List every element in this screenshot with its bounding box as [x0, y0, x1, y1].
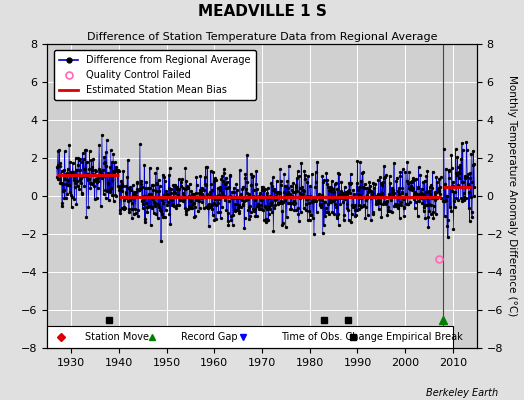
Text: Empirical Break: Empirical Break: [386, 332, 463, 342]
Text: Record Gap: Record Gap: [181, 332, 237, 342]
Text: Berkeley Earth: Berkeley Earth: [425, 388, 498, 398]
Bar: [47, 326, 453, 348]
Text: Time of Obs. Change: Time of Obs. Change: [281, 332, 383, 342]
Y-axis label: Monthly Temperature Anomaly Difference (°C): Monthly Temperature Anomaly Difference (…: [507, 75, 517, 317]
Text: Station Move: Station Move: [85, 332, 149, 342]
Title: Difference of Station Temperature Data from Regional Average: Difference of Station Temperature Data f…: [87, 32, 437, 42]
Text: MEADVILLE 1 S: MEADVILLE 1 S: [198, 4, 326, 19]
Legend: Difference from Regional Average, Quality Control Failed, Estimated Station Mean: Difference from Regional Average, Qualit…: [54, 50, 256, 100]
